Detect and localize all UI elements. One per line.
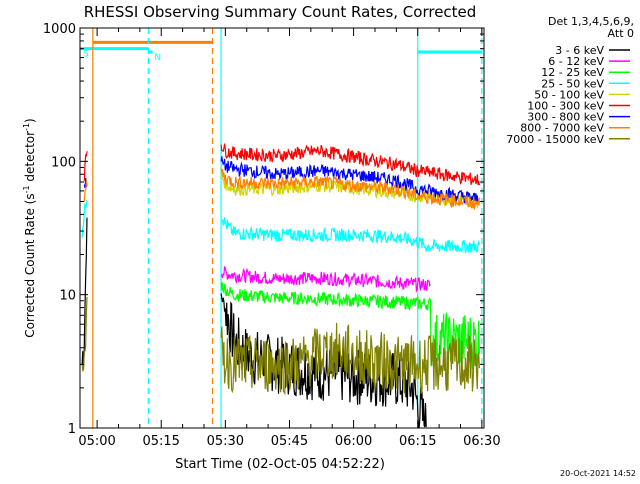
series-trace-6-segment-1: [220, 156, 480, 206]
legend-label-4: 50 - 100 keV: [534, 88, 604, 101]
series-trace-5-segment-1: [220, 143, 480, 186]
y-tick-label-100: 100: [51, 155, 76, 170]
y-tick-label-1: 1: [68, 422, 76, 437]
legend-label-5: 100 - 300 keV: [527, 100, 604, 113]
flag-label-s: S: [83, 50, 89, 60]
series-trace-7-segment-1: [220, 167, 480, 210]
x-tick-label-0500: 05:00: [78, 434, 115, 449]
legend-label-2: 12 - 25 keV: [541, 66, 604, 79]
series-trace-5-segment-0: [83, 151, 88, 181]
legend-label-3: 25 - 50 keV: [541, 77, 604, 90]
series-trace-0-segment-1: [220, 293, 427, 428]
flag-label-n: N: [154, 53, 161, 63]
plot-frame: [79, 27, 485, 429]
y-axis-label-main: Corrected Count Rate (s: [23, 193, 37, 337]
legend-label-8: 7000 - 15000 keV: [506, 133, 604, 146]
series-trace-8-segment-0: [81, 296, 88, 372]
series-trace-6-segment-0: [83, 178, 88, 189]
legend-label-7: 800 - 7000 keV: [520, 122, 604, 135]
y-axis-label-exp2: -1: [22, 123, 31, 131]
series-trace-7-segment-0: [83, 180, 88, 203]
series-trace-2-segment-0: [220, 281, 480, 370]
chart-title: RHESSI Observing Summary Count Rates, Co…: [84, 3, 477, 21]
series-trace-1-segment-0: [220, 266, 431, 293]
x-tick-label-0600: 06:00: [335, 434, 372, 449]
x-axis-label: Start Time (02-Oct-05 04:52:22): [175, 457, 385, 472]
series-trace-3-segment-1: [220, 217, 480, 254]
axes: 1 10 100 1000 05:00 05:15 05:30 05:45 06:00 06:15…: [43, 22, 501, 449]
series-trace-3-segment-0: [81, 199, 88, 238]
legend-header-line-2: Att 0: [608, 27, 634, 40]
series-trace-8-segment-1: [220, 322, 480, 396]
x-tick-label-0545: 05:45: [271, 434, 308, 449]
x-tick-label-0515: 05:15: [142, 434, 179, 449]
legend-label-1: 6 - 12 keV: [548, 55, 604, 68]
timestamp: 20-Oct-2021 14:52: [560, 469, 636, 478]
series-trace-0-segment-0: [81, 217, 88, 368]
y-axis-label-end: ): [23, 118, 37, 123]
y-axis-label-exp1: -1: [22, 185, 31, 193]
x-tick-label-0530: 05:30: [207, 434, 244, 449]
y-tick-label-10: 10: [59, 289, 76, 304]
y-tick-label-1000: 1000: [43, 22, 76, 37]
y-axis-label: Corrected Count Rate (s-1 detector-1): [22, 118, 37, 337]
legend-header-line-1: Det 1,3,4,5,6,9,: [548, 15, 634, 28]
x-tick-label-0615: 06:15: [399, 434, 436, 449]
y-axis-label-mid: detector: [23, 131, 37, 186]
x-tick-label-0630: 06:30: [463, 434, 500, 449]
legend-label-0: 3 - 6 keV: [555, 44, 604, 57]
legend-label-6: 300 - 800 keV: [527, 111, 604, 124]
